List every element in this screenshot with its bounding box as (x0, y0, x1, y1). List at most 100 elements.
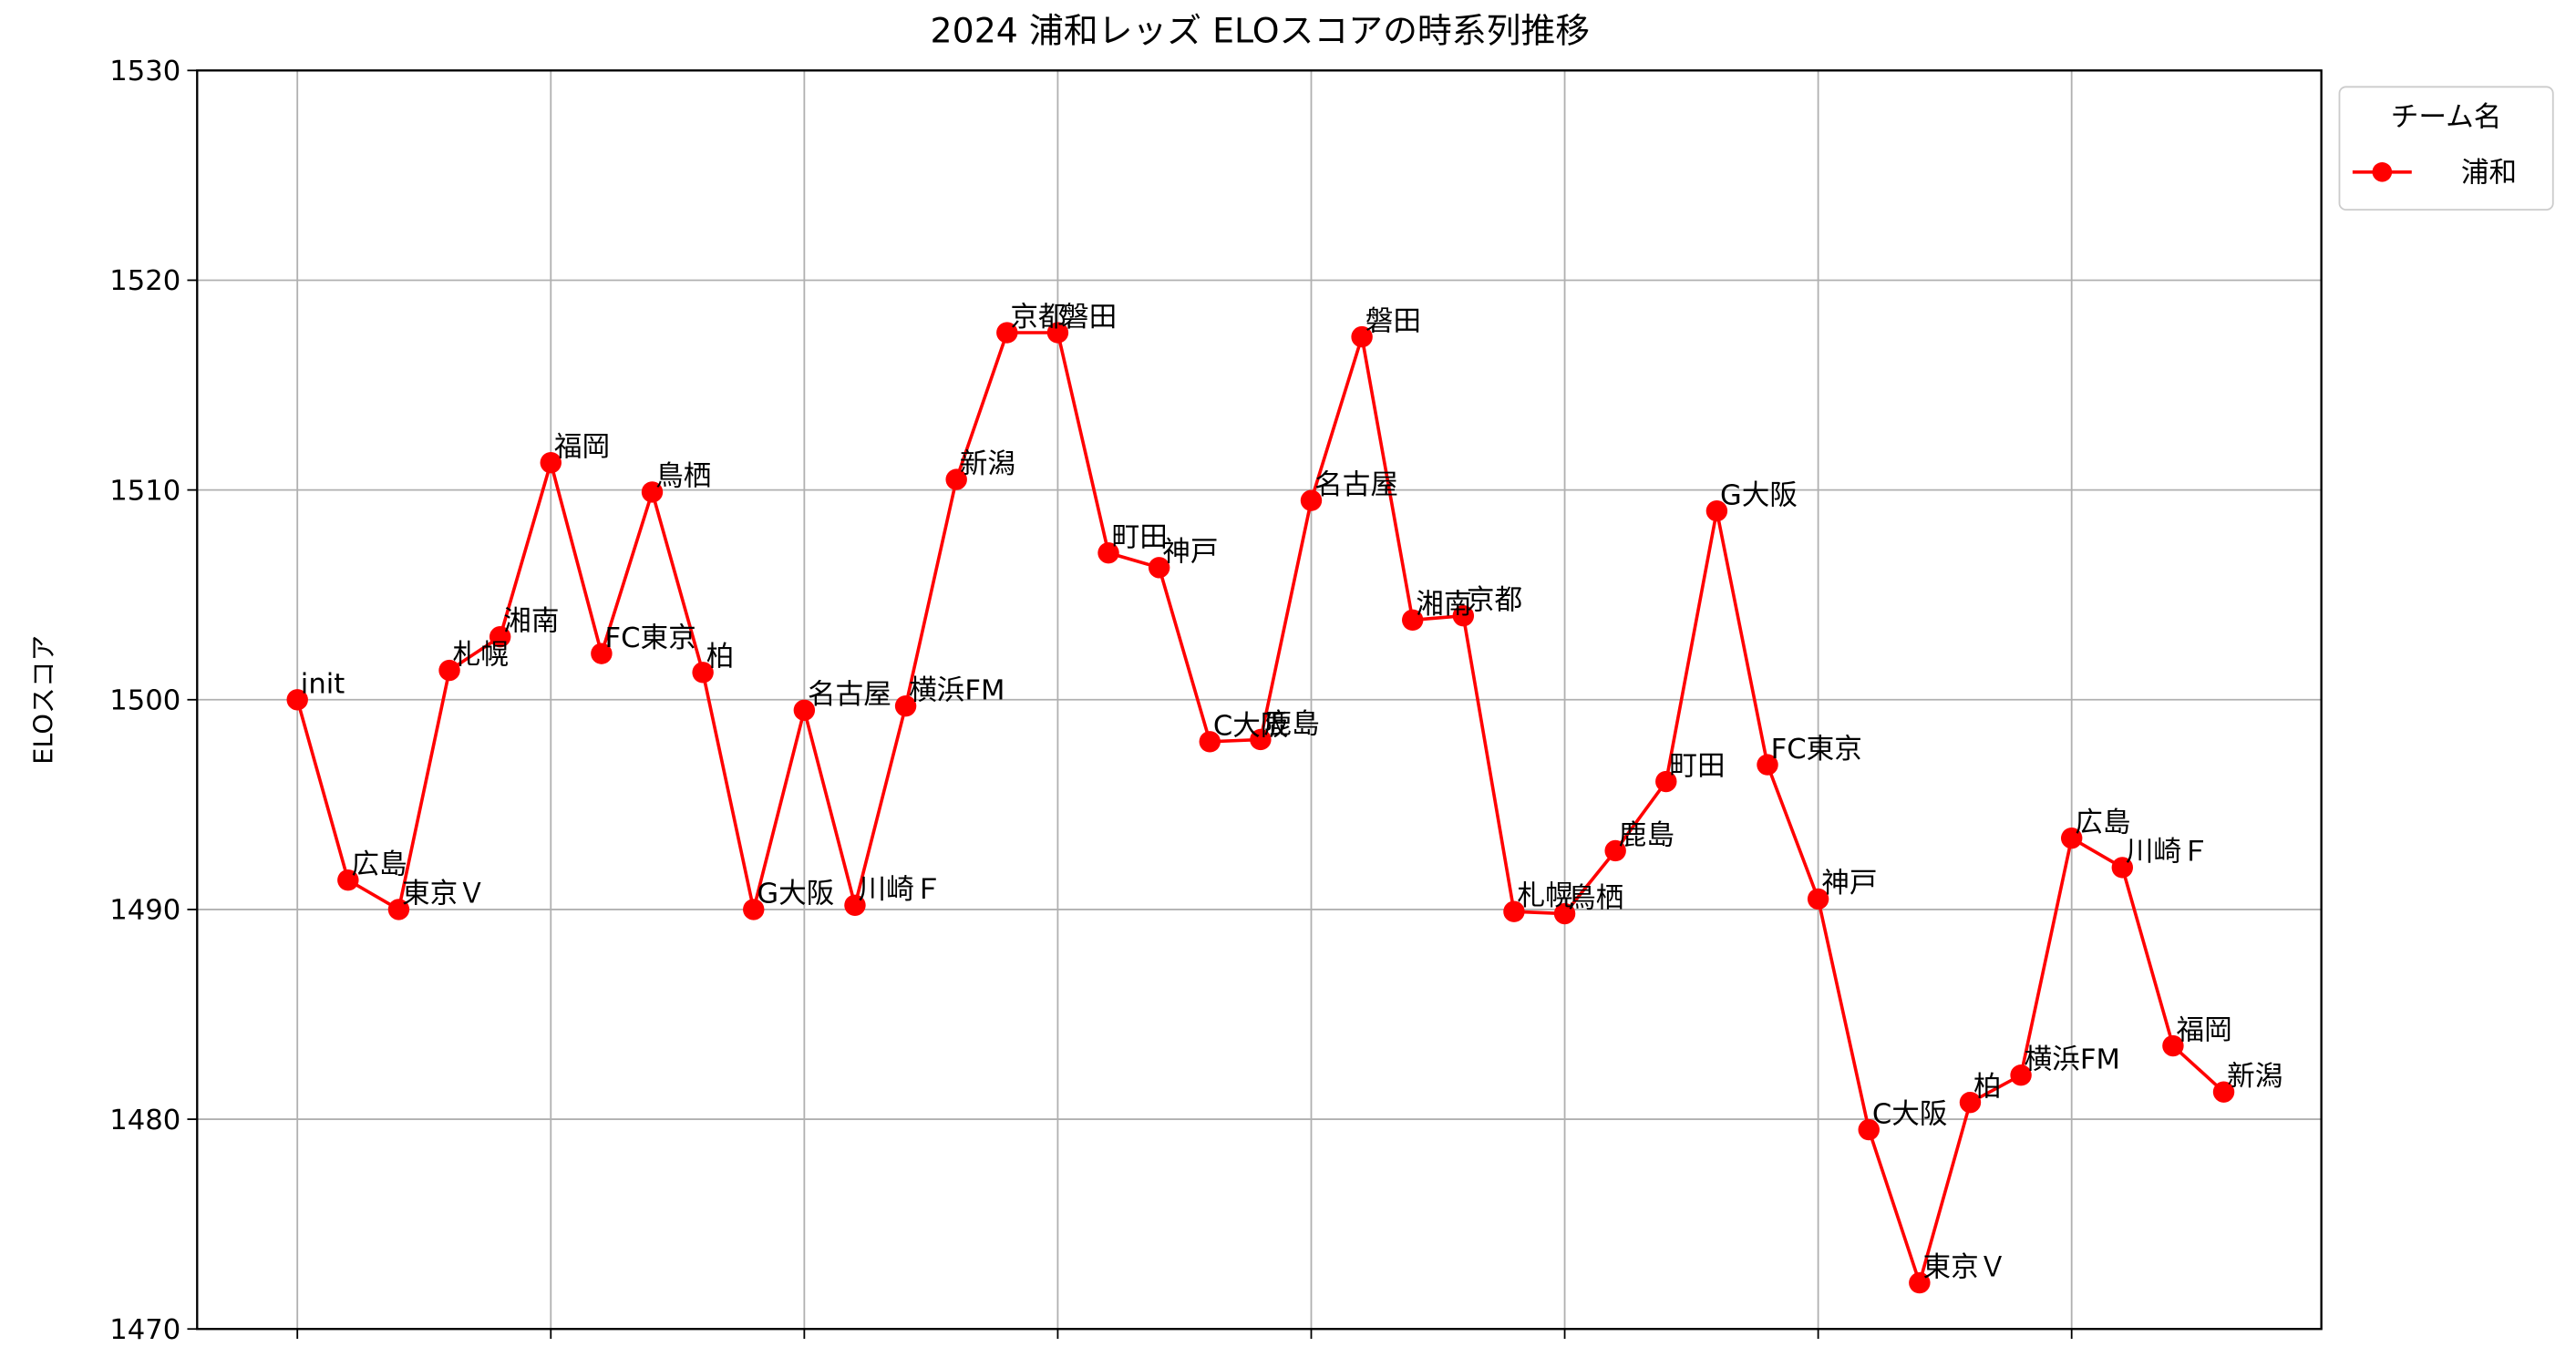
data-point-label: 磐田 (1365, 305, 1421, 337)
data-point-label: 福岡 (554, 432, 610, 464)
data-point-label: 湘南 (1416, 589, 1471, 621)
data-point-marker (1452, 605, 1475, 627)
data-point-label: 札幌 (1518, 880, 1573, 912)
data-point-marker (1402, 609, 1424, 631)
data-point-label: 新潟 (960, 448, 1015, 480)
data-point-marker (2010, 1064, 2032, 1086)
data-point-marker (540, 452, 562, 474)
y-tick-label: 1530 (109, 56, 180, 87)
data-point-label: FC東京 (605, 622, 696, 654)
data-point-marker (2212, 1081, 2235, 1103)
y-tick-label: 1520 (109, 265, 180, 297)
data-point-marker (996, 322, 1018, 344)
data-point-marker (1553, 902, 1576, 925)
y-tick-label: 1490 (109, 895, 180, 927)
data-point-marker (743, 899, 765, 920)
data-point-label: 神戸 (1162, 537, 1218, 569)
data-point-marker (945, 468, 967, 490)
data-point-label: 京都 (1467, 585, 1522, 617)
data-point-label: 川崎Ｆ (2126, 837, 2210, 869)
data-point-label: 湘南 (503, 606, 559, 638)
data-point-marker (894, 694, 917, 717)
data-point-marker (489, 626, 511, 648)
series-urawa (286, 322, 2235, 1294)
data-point-marker (844, 894, 866, 917)
legend: チーム名 浦和 (2338, 86, 2554, 211)
data-point-marker (1097, 541, 1119, 564)
data-point-label: FC東京 (1771, 734, 1862, 766)
data-point-label: 鹿島 (1619, 819, 1674, 851)
data-point-label: 柏 (706, 642, 735, 674)
data-point-label: 鳥栖 (1568, 882, 1623, 914)
data-point-label: 京都 (1010, 302, 1066, 334)
data-point-label: init (301, 669, 345, 701)
data-point-marker (1959, 1091, 1982, 1114)
data-point-label: 福岡 (2177, 1014, 2232, 1046)
data-point-label: 東京Ｖ (1922, 1251, 2006, 1283)
y-axis-label: ELOスコア (28, 635, 59, 765)
data-point-label: 柏 (1973, 1071, 2002, 1103)
data-point-label: 札幌 (453, 639, 509, 671)
grid-lines (197, 69, 2322, 1331)
data-point-label: G大阪 (757, 879, 834, 910)
data-point-marker (1046, 322, 1069, 344)
data-point-label: 町田 (1112, 522, 1168, 554)
data-point-marker (1807, 888, 1829, 910)
data-point-label: 磐田 (1061, 302, 1117, 334)
data-point-marker (1199, 731, 1221, 753)
data-point-label: 鳥栖 (655, 461, 711, 493)
series-line (295, 331, 2225, 1289)
data-point-marker (1148, 557, 1170, 579)
y-axis-ticks: 1470 1480 1490 1500 1510 1520 1530 (109, 56, 198, 1346)
data-point-marker (1503, 900, 1525, 922)
legend-title: チーム名 (2391, 101, 2502, 133)
chart-title: 2024 浦和レッズ ELOスコアの時系列推移 (931, 11, 1591, 51)
data-point-marker (1351, 325, 1373, 348)
point-labels: init広島東京Ｖ札幌湘南福岡FC東京鳥栖柏G大阪名古屋川崎Ｆ横浜FM新潟京都磐… (301, 302, 2283, 1284)
data-point-marker (1705, 499, 1728, 522)
y-tick-label: 1470 (109, 1314, 180, 1346)
data-point-label: 新潟 (2227, 1061, 2282, 1093)
data-point-marker (2162, 1034, 2184, 1057)
data-point-label: 川崎Ｆ (859, 874, 943, 906)
data-point-label: 横浜FM (909, 675, 1005, 707)
data-point-marker (1757, 754, 1778, 776)
plot-frame (196, 69, 2323, 1331)
data-point-marker (1250, 728, 1272, 751)
data-point-label: 広島 (2075, 807, 2130, 839)
data-point-label: 神戸 (1821, 868, 1877, 900)
data-point-marker (286, 689, 308, 711)
data-point-marker (1300, 489, 1323, 511)
data-point-label: 名古屋 (808, 679, 891, 711)
data-point-marker (438, 659, 460, 682)
y-tick-label: 1480 (109, 1105, 180, 1136)
data-point-label: C大阪 (1213, 711, 1289, 743)
data-point-label: 鹿島 (1263, 708, 1319, 740)
data-point-marker (1604, 839, 1626, 862)
data-point-marker (793, 699, 816, 721)
data-point-label: 町田 (1669, 750, 1725, 782)
data-point-marker (1858, 1118, 1880, 1141)
y-tick-label: 1500 (109, 685, 180, 717)
data-point-marker (692, 662, 714, 684)
data-point-marker (1909, 1271, 1931, 1294)
data-point-marker (591, 643, 613, 664)
data-point-marker (337, 869, 359, 891)
legend-entry-urawa: 浦和 (2461, 158, 2517, 190)
data-point-marker (1655, 770, 1677, 793)
data-point-marker (387, 899, 410, 920)
data-point-label: 広島 (351, 849, 407, 881)
x-axis-ticks (296, 1329, 2073, 1340)
data-point-label: 横浜FM (2025, 1044, 2120, 1076)
legend-box (2338, 86, 2554, 211)
data-point-label: C大阪 (1872, 1098, 1948, 1130)
data-point-label: 東京Ｖ (402, 879, 486, 910)
data-point-marker (2060, 827, 2083, 849)
data-point-marker (2111, 857, 2134, 879)
data-point-marker (641, 481, 664, 503)
y-tick-label: 1510 (109, 475, 180, 507)
legend-marker-icon (2372, 162, 2393, 182)
data-point-label: G大阪 (1720, 479, 1798, 511)
data-point-label: 名古屋 (1314, 469, 1398, 501)
